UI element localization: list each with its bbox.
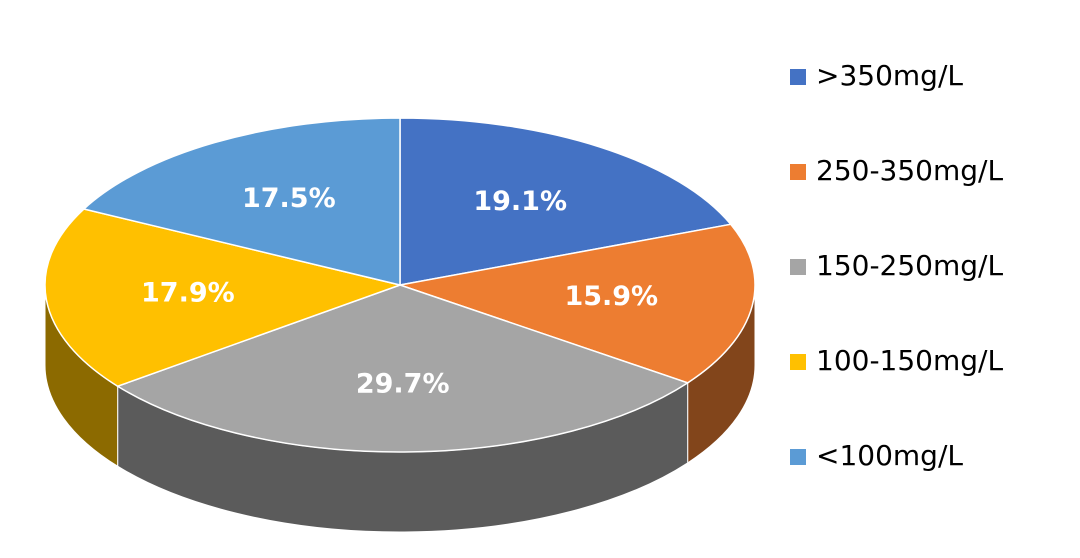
slice (397, 223, 756, 384)
legend-label: <100mg/L (816, 439, 963, 472)
data-label: 19.1% (473, 186, 567, 217)
legend-swatch (790, 164, 806, 180)
legend-swatch (790, 259, 806, 275)
legend-label: 100-150mg/L (816, 344, 1003, 377)
slice (44, 208, 403, 388)
legend-label: >350mg/L (816, 59, 963, 92)
legend-label: 250-350mg/L (816, 154, 1003, 187)
legend-swatch (790, 69, 806, 85)
data-label: 17.9% (141, 277, 235, 308)
legend-swatch (790, 449, 806, 465)
data-label: 17.5% (242, 183, 336, 214)
legend-swatch (790, 354, 806, 370)
slice (115, 284, 690, 453)
data-label: 15.9% (564, 281, 658, 312)
slice (82, 117, 401, 286)
slice (399, 117, 733, 286)
data-label: 29.7% (356, 369, 450, 400)
legend-label: 150-250mg/L (816, 249, 1003, 282)
